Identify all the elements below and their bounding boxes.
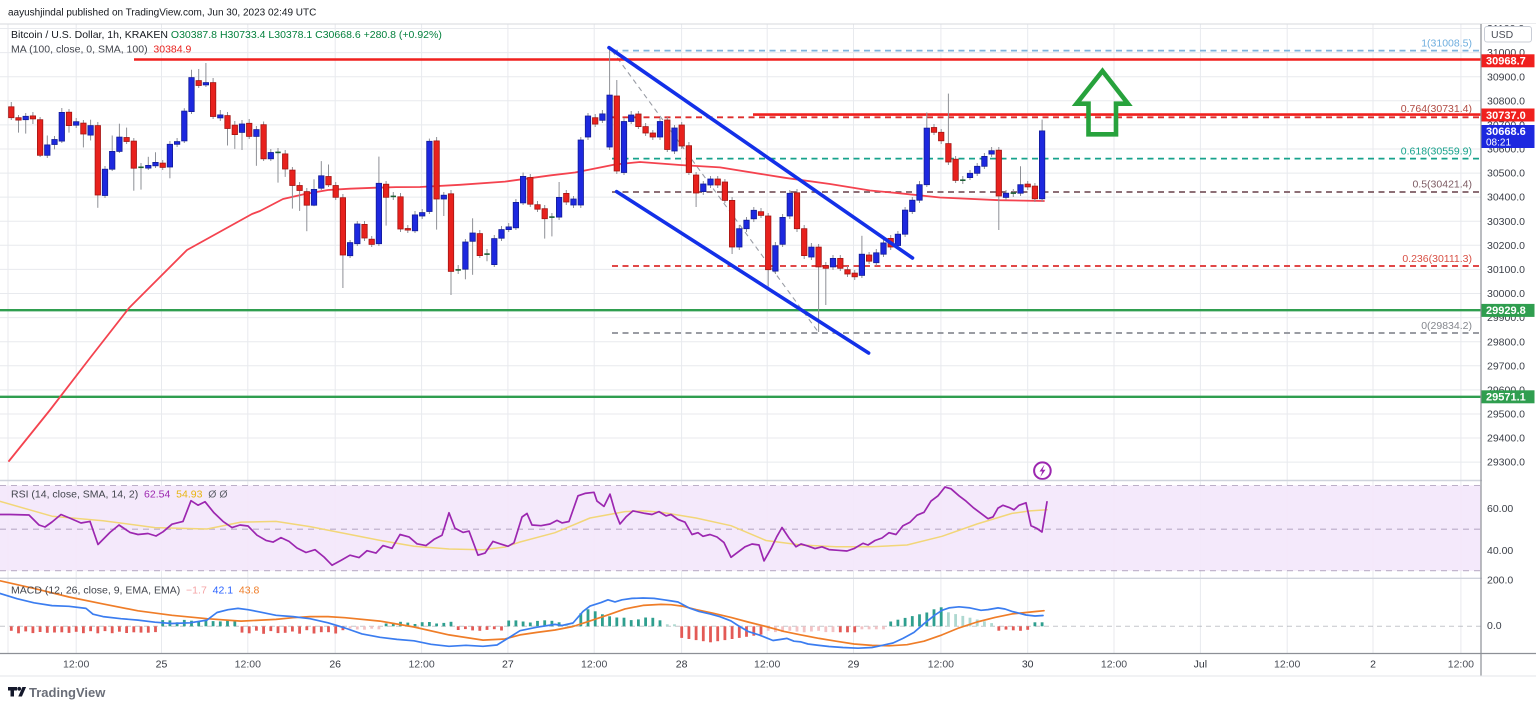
svg-text:08:21: 08:21 xyxy=(1486,138,1511,149)
svg-text:200.0: 200.0 xyxy=(1487,575,1513,587)
svg-text:29929.8: 29929.8 xyxy=(1486,305,1526,317)
svg-text:30800.0: 30800.0 xyxy=(1487,95,1525,107)
svg-text:1(31008.5): 1(31008.5) xyxy=(1421,38,1472,50)
svg-text:25: 25 xyxy=(156,659,168,671)
svg-text:TradingView: TradingView xyxy=(29,685,106,700)
svg-text:30200.0: 30200.0 xyxy=(1487,240,1525,252)
svg-text:30400.0: 30400.0 xyxy=(1487,192,1525,204)
svg-text:30668.6: 30668.6 xyxy=(1486,126,1526,138)
svg-text:30: 30 xyxy=(1022,659,1034,671)
svg-text:USD: USD xyxy=(1491,29,1514,41)
svg-text:2: 2 xyxy=(1370,659,1376,671)
svg-text:30100.0: 30100.0 xyxy=(1487,264,1525,276)
svg-text:30500.0: 30500.0 xyxy=(1487,168,1525,180)
svg-text:40.00: 40.00 xyxy=(1487,545,1513,557)
svg-text:12:00: 12:00 xyxy=(581,659,607,671)
svg-text:29300.0: 29300.0 xyxy=(1487,457,1525,469)
svg-text:30737.0: 30737.0 xyxy=(1486,110,1526,122)
svg-text:27: 27 xyxy=(502,659,514,671)
svg-text:0.764(30731.4): 0.764(30731.4) xyxy=(1401,103,1472,115)
svg-text:28: 28 xyxy=(676,659,688,671)
svg-text:12:00: 12:00 xyxy=(63,659,89,671)
svg-text:29400.0: 29400.0 xyxy=(1487,433,1525,445)
svg-text:12:00: 12:00 xyxy=(235,659,261,671)
svg-text:30000.0: 30000.0 xyxy=(1487,288,1525,300)
svg-text:29500.0: 29500.0 xyxy=(1487,409,1525,421)
svg-text:0.5(30421.4): 0.5(30421.4) xyxy=(1412,179,1472,191)
svg-text:12:00: 12:00 xyxy=(408,659,434,671)
svg-text:26: 26 xyxy=(329,659,341,671)
svg-text:12:00: 12:00 xyxy=(928,659,954,671)
svg-text:0(29834.2): 0(29834.2) xyxy=(1421,320,1472,332)
svg-text:30300.0: 30300.0 xyxy=(1487,216,1525,228)
svg-text:0.236(30111.3): 0.236(30111.3) xyxy=(1402,253,1472,265)
svg-text:0.0: 0.0 xyxy=(1487,620,1502,632)
svg-text:29: 29 xyxy=(848,659,860,671)
svg-text:12:00: 12:00 xyxy=(1448,659,1474,671)
svg-text:29800.0: 29800.0 xyxy=(1487,336,1525,348)
svg-text:12:00: 12:00 xyxy=(1101,659,1127,671)
svg-text:Jul: Jul xyxy=(1194,659,1207,671)
svg-text:0.618(30559.9): 0.618(30559.9) xyxy=(1401,146,1472,158)
svg-text:Bitcoin / U.S. Dollar, 1h, KRA: Bitcoin / U.S. Dollar, 1h, KRAKEN O30387… xyxy=(11,29,442,41)
svg-text:MACD (12, 26, close, 9, EMA, E: MACD (12, 26, close, 9, EMA, EMA) −1.7 4… xyxy=(11,585,260,597)
svg-text:12:00: 12:00 xyxy=(1274,659,1300,671)
svg-text:aayushjindal published on Trad: aayushjindal published on TradingView.co… xyxy=(8,8,316,19)
svg-text:30968.7: 30968.7 xyxy=(1486,56,1526,68)
svg-text:12:00: 12:00 xyxy=(754,659,780,671)
svg-text:60.00: 60.00 xyxy=(1487,503,1513,515)
svg-text:29571.1: 29571.1 xyxy=(1486,392,1526,404)
svg-text:30900.0: 30900.0 xyxy=(1487,71,1525,83)
svg-text:MA (100, close, 0, SMA, 100): MA (100, close, 0, SMA, 100) 30384.9 xyxy=(11,43,192,55)
svg-text:29700.0: 29700.0 xyxy=(1487,360,1525,372)
svg-text:RSI (14, close, SMA, 14, 2) 6: RSI (14, close, SMA, 14, 2) 62.54 54.93 … xyxy=(11,489,228,501)
